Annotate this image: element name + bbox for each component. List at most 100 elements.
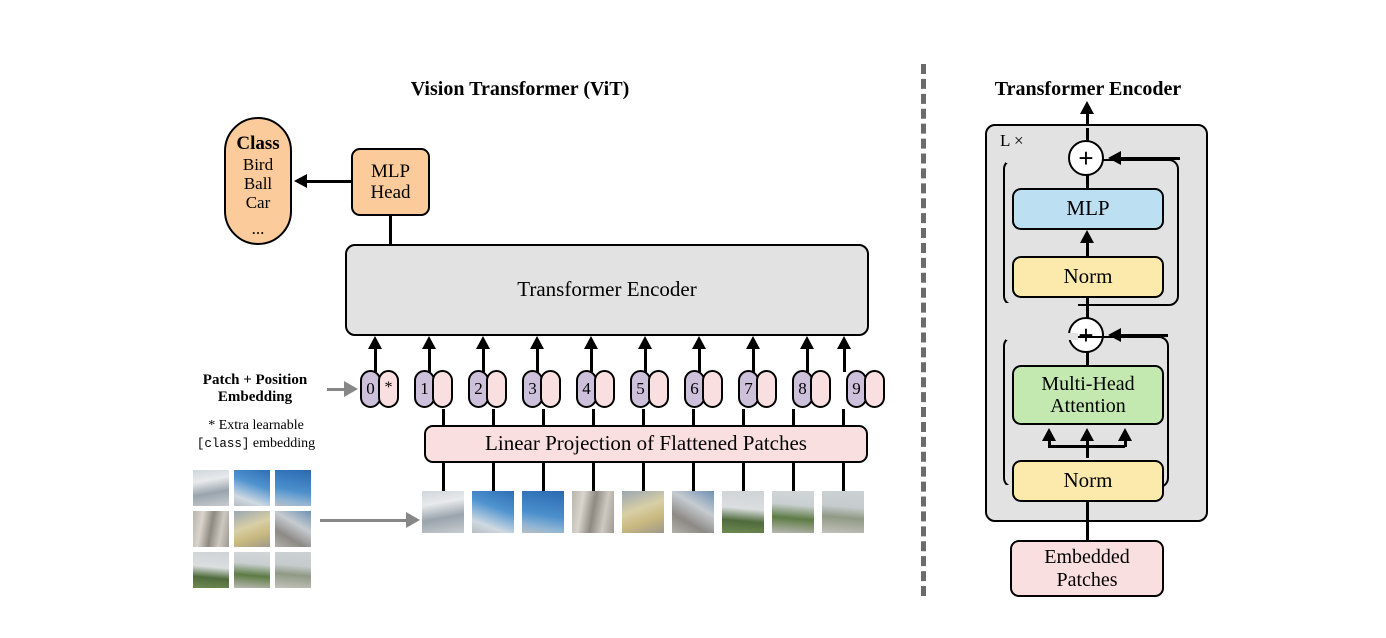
mlp-head-to-encoder-line <box>389 214 392 246</box>
image-patch-2 <box>472 491 514 533</box>
embedded-patches-box: Embedded Patches <box>1010 540 1164 597</box>
embedded-patches-line2: Patches <box>1056 568 1118 591</box>
token-6: 6 <box>684 370 723 408</box>
token-7: 7 <box>738 370 777 408</box>
linear-projection-label: Linear Projection of Flattened Patches <box>485 431 807 456</box>
patch-embedding-9 <box>864 370 885 408</box>
class-output-box: Class Bird Ball Car ... <box>224 117 292 245</box>
transformer-encoder-box: Transformer Encoder <box>345 244 869 336</box>
left-panel-title: Vision Transformer (ViT) <box>410 78 630 100</box>
plus-symbol-top: + <box>1078 143 1094 173</box>
annotation-arrow-line <box>327 388 345 391</box>
mlp-head-to-class-arrowhead <box>294 174 307 188</box>
patch-embedding-4 <box>594 370 615 408</box>
norm-top-box: Norm <box>1012 256 1164 298</box>
token-9: 9 <box>846 370 885 408</box>
source-tile-7 <box>193 552 229 588</box>
linear-projection-bar: Linear Projection of Flattened Patches <box>424 425 868 463</box>
source-tile-1 <box>193 470 229 506</box>
class-heading: Class <box>236 133 280 154</box>
source-tile-2 <box>234 470 270 506</box>
mlp-head-box: MLP Head <box>351 148 430 216</box>
patch-embedding-2 <box>486 370 507 408</box>
class-item-car: Car <box>245 193 271 213</box>
top-plus-to-output-line <box>1086 128 1089 142</box>
panel-divider <box>921 64 926 596</box>
mlp-residual-arrowhead <box>1108 151 1121 165</box>
source-tile-5 <box>234 511 270 547</box>
mlp-head-label-line2: Head <box>370 182 411 203</box>
class-token-mono: [class] <box>196 437 250 452</box>
source-tile-3 <box>275 470 311 506</box>
right-panel-title: Transformer Encoder <box>994 78 1182 100</box>
mlp-to-top-plus-line <box>1086 174 1089 188</box>
class-ellipsis: ... <box>251 219 265 239</box>
multi-head-attention-box: Multi-Head Attention <box>1012 365 1164 425</box>
image-patch-4 <box>572 491 614 533</box>
attention-residual-top-mask <box>1006 333 1078 340</box>
mlp-head-label-line1: MLP <box>370 160 411 182</box>
mlp-head-to-class-line <box>305 180 353 183</box>
source-tile-8 <box>234 552 270 588</box>
annotation-line1: Patch + Position <box>202 372 308 388</box>
token-5: 5 <box>630 370 669 408</box>
mlp-residual-top-mask <box>1006 156 1098 163</box>
mlp-box: MLP <box>1012 188 1164 230</box>
token-8: 8 <box>792 370 831 408</box>
class-item-ball: Ball <box>243 174 273 194</box>
class-item-bird: Bird <box>242 155 274 175</box>
token-1: 1 <box>414 370 453 408</box>
image-patch-7 <box>722 491 764 533</box>
residual-add-top: + <box>1068 140 1104 176</box>
mlp-label: MLP <box>1066 196 1110 221</box>
patch-position-embedding-annotation: Patch + Position Embedding <box>185 372 325 407</box>
mlp-residual-bottom-mask <box>1006 303 1078 310</box>
patch-embedding-8 <box>810 370 831 408</box>
mlp-residual-horizontal <box>1120 157 1180 160</box>
token-2: 2 <box>468 370 507 408</box>
annotation-arrow-head <box>344 381 358 397</box>
norm-top-to-mlp-arrowhead <box>1080 230 1094 243</box>
source-to-patches-arrowhead <box>406 512 420 528</box>
image-patch-1 <box>422 491 464 533</box>
token-4: 4 <box>576 370 615 408</box>
patch-embedding-3 <box>540 370 561 408</box>
annotation-line2: Embedding <box>217 389 293 406</box>
patch-embedding-7 <box>756 370 777 408</box>
embedded-patches-line1: Embedded <box>1044 546 1130 569</box>
transformer-encoder-label: Transformer Encoder <box>517 277 697 302</box>
image-patch-3 <box>522 491 564 533</box>
source-tile-4 <box>193 511 229 547</box>
embedding-word: embedding <box>249 436 316 452</box>
attention-label-line2: Attention <box>1050 395 1126 417</box>
encoder-output-arrowhead <box>1080 101 1094 114</box>
plus-symbol-bottom: + <box>1078 320 1094 350</box>
norm-top-to-mlp-line <box>1086 242 1089 256</box>
image-patch-8 <box>772 491 814 533</box>
norm-bottom-box: Norm <box>1012 460 1164 502</box>
image-patch-5 <box>622 491 664 533</box>
patch-embedding-6 <box>702 370 723 408</box>
norm-top-label: Norm <box>1063 264 1113 289</box>
token-3: 3 <box>522 370 561 408</box>
attention-residual-arrowhead <box>1108 328 1121 342</box>
source-tile-6 <box>275 511 311 547</box>
patch-embedding-0: * <box>378 370 399 408</box>
extra-learnable-line2: [class] embedding <box>183 435 329 453</box>
embedded-patches-to-norm-line <box>1086 500 1089 542</box>
patch-embedding-5 <box>648 370 669 408</box>
source-tile-9 <box>275 552 311 588</box>
source-to-patches-line <box>320 519 407 522</box>
image-patch-6 <box>672 491 714 533</box>
image-patch-9 <box>822 491 864 533</box>
extra-learnable-note: * Extra learnable [class] embedding <box>183 417 329 453</box>
repeat-count-label: L × <box>1000 131 1024 150</box>
attention-label-line1: Multi-Head <box>1041 372 1135 395</box>
position-embedding-3: 3 <box>522 370 543 408</box>
attention-residual-horizontal <box>1120 334 1168 337</box>
token-0: 0 * <box>360 370 399 408</box>
patch-embedding-1 <box>432 370 453 408</box>
attention-to-bottom-plus-line <box>1086 351 1089 365</box>
class-token-asterisk: * <box>384 378 393 396</box>
